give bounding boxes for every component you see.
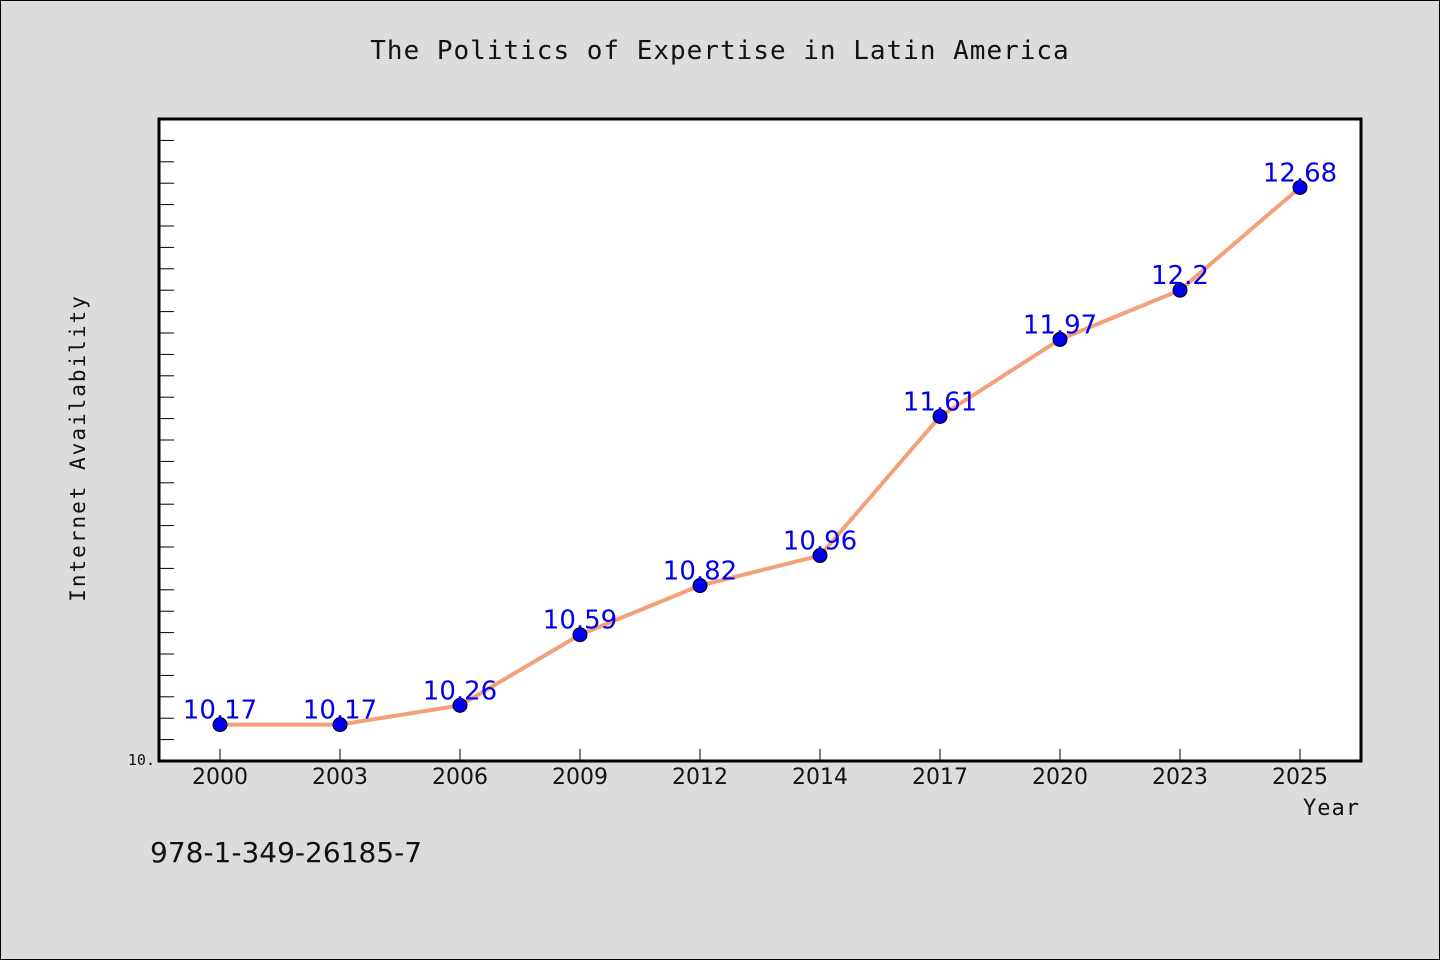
x-tick-label: 2017	[912, 765, 968, 790]
data-labels: 10.17 10.17 10.26 10.59 10.82 10.96 11.61 11.97…	[183, 158, 1337, 725]
data-point	[1292, 179, 1308, 195]
x-tick-label: 2023	[1152, 765, 1208, 790]
data-label: 12.68	[1263, 158, 1337, 188]
data-point	[1052, 331, 1068, 347]
x-tick-label: 2006	[432, 765, 488, 790]
data-point	[332, 717, 348, 733]
plot-area	[157, 117, 1363, 763]
x-tick-label: 2025	[1272, 765, 1328, 790]
data-point	[812, 548, 828, 564]
data-point	[692, 578, 708, 594]
data-label: 10.82	[663, 557, 737, 587]
x-tick-label: 2020	[1032, 765, 1088, 790]
x-axis-label: Year	[1303, 796, 1360, 821]
x-tick-label: 2009	[552, 765, 608, 790]
x-tick-label: 2003	[312, 765, 368, 790]
data-label: 10.26	[423, 676, 497, 706]
series-line	[220, 185, 1302, 727]
data-label: 12.2	[1151, 261, 1209, 291]
x-tick-label: 2012	[672, 765, 728, 790]
data-point	[452, 697, 468, 713]
isbn-text: 978-1-349-26185-7	[150, 836, 423, 869]
y-tick-label: 10.	[128, 751, 155, 769]
data-label: 10.59	[543, 606, 617, 636]
y-axis-ticks: 10.	[128, 139, 174, 769]
x-axis-ticks: 2000 2003 2006 2009 2012 2014 2017 2020 2023 2025	[192, 749, 1328, 790]
data-point	[932, 408, 948, 424]
data-label: 10.96	[783, 527, 857, 557]
x-tick-label: 2000	[192, 765, 248, 790]
data-point	[212, 717, 228, 733]
data-markers	[212, 179, 1308, 733]
x-tick-label: 2014	[792, 765, 848, 790]
data-label: 10.17	[303, 696, 377, 726]
data-label: 11.97	[1023, 310, 1097, 340]
data-point	[572, 627, 588, 643]
data-point	[1172, 282, 1188, 298]
data-label: 10.17	[183, 696, 257, 726]
data-label: 11.61	[903, 387, 977, 417]
chart-title: The Politics of Expertise in Latin Ameri…	[370, 36, 1070, 66]
